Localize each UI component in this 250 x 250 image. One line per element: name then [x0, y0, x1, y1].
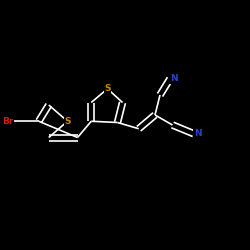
- Text: S: S: [104, 84, 111, 93]
- Text: Br: Br: [2, 117, 14, 126]
- Text: S: S: [64, 117, 71, 126]
- Text: N: N: [170, 74, 177, 83]
- Text: N: N: [194, 129, 202, 138]
